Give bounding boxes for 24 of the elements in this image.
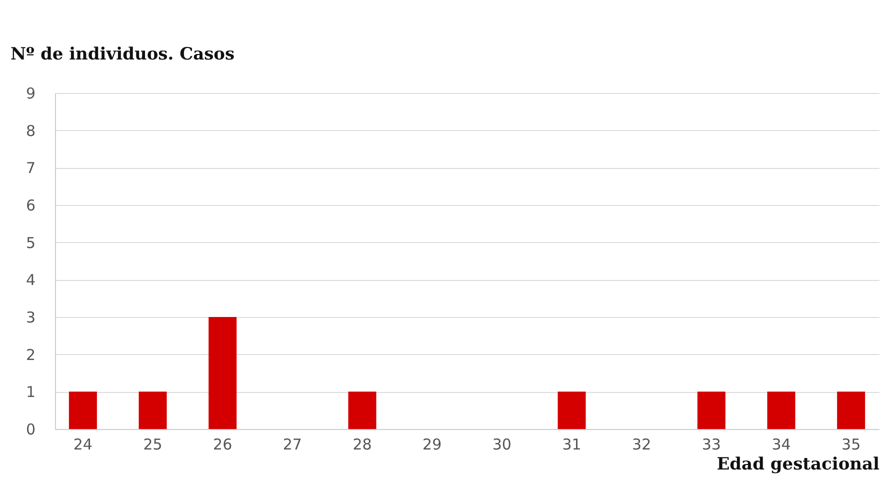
x-tick-label: 29 [422,436,442,454]
x-tick-label: 25 [143,436,162,454]
x-tick-label: 26 [213,436,232,454]
x-tick-label: 32 [632,436,652,454]
y-tick-label: 5 [26,234,36,252]
y-tick-label: 7 [26,159,36,178]
x-tick-label: 24 [73,436,92,454]
x-tick-label: 31 [562,436,582,454]
y-tick-label: 8 [26,122,36,140]
x-axis-title: Edad gestacional [716,454,880,474]
y-axis-title: Nº de individuos. Casos [10,44,235,64]
y-tick-label: 4 [26,271,36,290]
y-tick-label: 6 [26,196,36,214]
x-tick-label: 34 [772,436,791,454]
x-tick-label: 35 [842,436,861,454]
x-tick-label: 27 [282,436,302,454]
y-tick-label: 1 [26,383,36,402]
x-tick-label: 33 [702,436,721,454]
y-tick-label: 9 [26,84,36,102]
y-tick-label: 0 [26,420,36,438]
x-tick-label: 28 [352,436,372,454]
y-tick-label: 2 [26,346,36,364]
x-tick-label: 30 [492,436,512,454]
y-tick-label: 3 [26,308,36,326]
